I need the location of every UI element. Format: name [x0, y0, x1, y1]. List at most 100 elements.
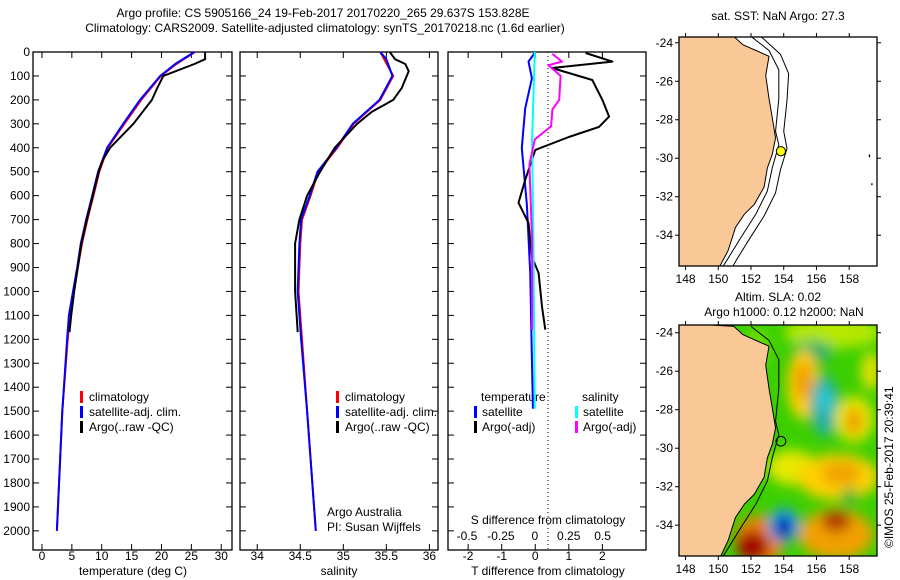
y-tick-label: 100 [10, 69, 30, 83]
legend-swatch [575, 406, 578, 418]
y-tick-label: 1500 [3, 404, 30, 418]
annotation-argo-australia: Argo Australia [327, 505, 402, 519]
map-lon-label: 154 [774, 562, 794, 576]
sst-map-plot [679, 36, 877, 266]
legend-label: climatology [345, 390, 405, 404]
map-lon-label: 156 [806, 562, 826, 576]
temperature-panel: temperature (deg C) [32, 51, 233, 578]
map-lat-label: -24 [656, 326, 674, 340]
map-lon-label: 156 [806, 272, 826, 286]
legend-swatch [80, 406, 83, 418]
y-tick-label: 1400 [3, 380, 30, 394]
map-lon-label: 158 [839, 562, 859, 576]
sst-map-title: sat. SST: NaN Argo: 27.3 [711, 9, 845, 23]
legend-header-temperature: temperature [481, 390, 546, 404]
isobath-1000 [723, 326, 779, 556]
legend-label: satellite-adj. clim. [345, 405, 437, 419]
isobath-1000 [723, 36, 779, 266]
legend-swatch [336, 421, 339, 433]
map-lat-label: -34 [656, 518, 674, 532]
s-tick-label: -0.5 [457, 529, 478, 543]
s-difference-label: S difference from climatology [471, 513, 626, 527]
map-lat-label: -30 [656, 441, 674, 455]
s-tick-label: 0.25 [557, 529, 581, 543]
generated-marks: 0100200300400500600700800900100011001200… [3, 33, 881, 576]
y-tick-label: 1600 [3, 428, 30, 442]
map-lat-label: -32 [656, 190, 674, 204]
map-lon-label: 152 [741, 562, 761, 576]
title-line-2: Climatology: CARS2009. Satellite-adjuste… [85, 21, 565, 35]
sla-map-subtitle: Argo h1000: 0.12 h2000: NaN [704, 305, 863, 319]
x-tick-label: 0 [39, 549, 46, 563]
x-tick-label: 0 [532, 549, 539, 563]
x-tick-label: 5 [69, 549, 76, 563]
profile-line-satellite-adj-clim- [55, 51, 195, 531]
island [871, 183, 873, 186]
map-lat-label: -28 [656, 403, 674, 417]
map-lon-label: 152 [741, 272, 761, 286]
x-tick-label: 2 [599, 549, 606, 563]
sla-map-plot [679, 325, 877, 556]
x-tick-label: -2 [463, 549, 474, 563]
x-tick-label: 10 [95, 549, 109, 563]
legend-label: climatology [89, 390, 149, 404]
x-tick-label: 20 [155, 549, 169, 563]
profile-line-argo-raw-qc- [68, 52, 207, 333]
legend-header-salinity: salinity [582, 390, 619, 404]
salinity-xlabel: salinity [321, 564, 358, 578]
credit-text: ©IMOS 25-Feb-2017 20:39:41 [882, 386, 896, 548]
sst-map-frame [678, 36, 878, 267]
legend-swatch [575, 421, 578, 433]
x-tick-label: 34 [251, 549, 265, 563]
legend-label: Argo(-adj) [482, 420, 535, 434]
y-tick-label: 1900 [3, 500, 30, 514]
profile-line-climatology [55, 51, 196, 531]
y-tick-label: 400 [10, 141, 30, 155]
y-tick-label: 1300 [3, 356, 30, 370]
map-lon-label: 158 [839, 272, 859, 286]
x-tick-label: 35.5 [375, 549, 399, 563]
legend-swatch [80, 391, 83, 403]
y-tick-label: 1700 [3, 452, 30, 466]
y-tick-label: 1000 [3, 284, 30, 298]
difference-frame [447, 51, 647, 551]
map-lat-label: -26 [656, 364, 674, 378]
map-lon-label: 148 [676, 272, 696, 286]
y-tick-label: 700 [10, 213, 30, 227]
profile-line-climatology [297, 51, 395, 531]
legend-swatch [336, 391, 339, 403]
y-tick-label: 200 [10, 93, 30, 107]
profile-line-satellite-adj-clim- [296, 51, 394, 531]
x-tick-label: 1 [565, 549, 572, 563]
x-tick-label: 34.5 [289, 549, 313, 563]
map-lat-label: -28 [656, 113, 674, 127]
sla-map-title: Altim. SLA: 0.02 [735, 290, 821, 304]
y-tick-label: 0 [23, 45, 30, 59]
y-tick-label: 1200 [3, 332, 30, 346]
legend-label: Argo(..raw -QC) [345, 420, 430, 434]
profile-line-s-argo-adj- [528, 53, 563, 330]
x-tick-label: 36 [423, 549, 437, 563]
legend-swatch [80, 421, 83, 433]
map-lat-label: -26 [656, 74, 674, 88]
legend-label: satellite [583, 405, 624, 419]
map-lon-label: 150 [708, 272, 728, 286]
profile-line-t-argo-adj- [517, 52, 614, 330]
legend-label: Argo(-adj) [583, 420, 636, 434]
map-lat-label: -34 [656, 228, 674, 242]
isobath-2000 [733, 36, 789, 266]
legend-swatch [474, 406, 477, 418]
legend-label: satellite-adj. clim. [89, 405, 181, 419]
sla-map: Altim. SLA: 0.02 Argo h1000: 0.12 h2000:… [678, 290, 878, 557]
x-tick-label: 35 [337, 549, 351, 563]
y-tick-label: 800 [10, 237, 30, 251]
map-lon-label: 154 [774, 272, 794, 286]
legend-swatch [474, 421, 477, 433]
y-tick-label: 1800 [3, 476, 30, 490]
y-tick-label: 600 [10, 189, 30, 203]
s-tick-label: 0 [531, 529, 538, 543]
map-lon-label: 148 [676, 562, 696, 576]
x-tick-label: 15 [125, 549, 139, 563]
y-tick-label: 2000 [3, 524, 30, 538]
